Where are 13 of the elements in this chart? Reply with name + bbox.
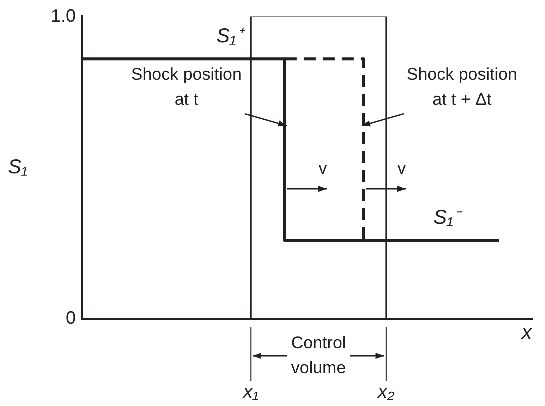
x-tick-label: x₂ xyxy=(377,382,396,403)
text: Control volume xyxy=(291,333,346,378)
annotation: Shock position at t xyxy=(131,64,242,109)
annotation: S₁⁻ xyxy=(434,207,464,230)
x-axis-title: x xyxy=(521,322,533,344)
y-axis-title: S₁ xyxy=(8,156,28,179)
annotation: Shock position at t + Δt xyxy=(406,64,518,109)
annotation: v xyxy=(318,158,328,178)
x-tick-label: x₁ xyxy=(242,382,259,403)
y-tick-label: 0 xyxy=(66,308,76,328)
annotation: S₁⁺ xyxy=(216,26,246,48)
annotation: v xyxy=(398,158,407,178)
y-tick-label: 1.0 xyxy=(50,6,76,26)
